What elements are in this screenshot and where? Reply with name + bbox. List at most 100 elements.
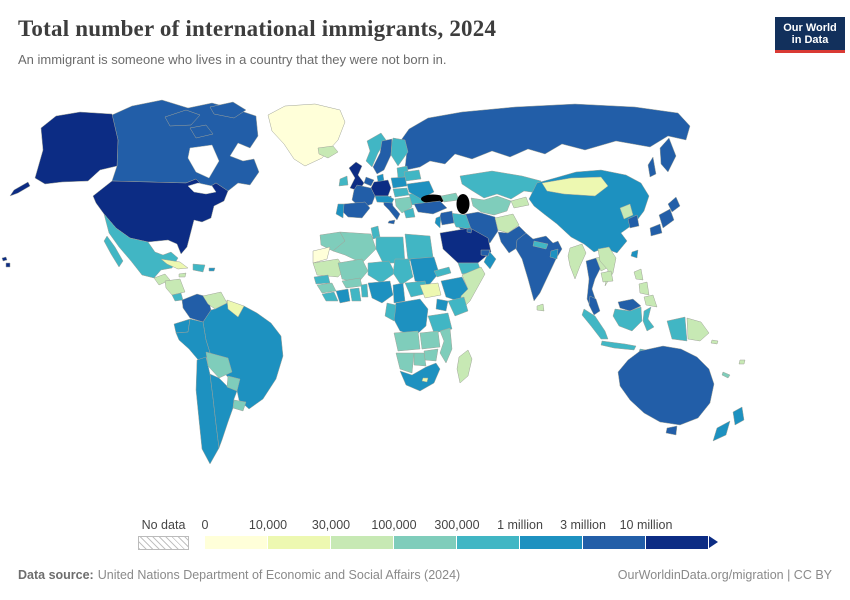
legend-seg-4[interactable]: [457, 536, 520, 549]
country-nepal[interactable]: [532, 240, 549, 250]
country-indonesia-borneo[interactable]: [612, 306, 643, 332]
country-namibia[interactable]: [395, 352, 415, 374]
country-ghana[interactable]: [349, 287, 362, 302]
legend-seg-5[interactable]: [520, 536, 583, 549]
country-turkey[interactable]: [413, 200, 448, 215]
country-philippines-mindanao[interactable]: [643, 294, 658, 308]
country-netherlands-belgium[interactable]: [363, 176, 375, 187]
country-kazakhstan[interactable]: [459, 170, 542, 200]
country-russia-kamchatka[interactable]: [659, 137, 677, 173]
country-togo-benin[interactable]: [360, 283, 369, 298]
country-norway[interactable]: [365, 132, 387, 168]
country-greece[interactable]: [403, 207, 416, 219]
country-madagascar[interactable]: [456, 349, 473, 384]
country-italy-sicily[interactable]: [387, 219, 396, 225]
country-hispaniola[interactable]: [192, 263, 206, 273]
country-taiwan[interactable]: [630, 249, 639, 259]
legend-seg-1[interactable]: [268, 536, 331, 549]
country-cuba[interactable]: [160, 258, 189, 270]
country-mongolia[interactable]: [541, 176, 609, 197]
country-niger[interactable]: [367, 260, 396, 284]
country-kenya[interactable]: [447, 296, 469, 317]
country-paraguay[interactable]: [226, 375, 241, 392]
legend-seg-0[interactable]: [205, 536, 268, 549]
country-belarus[interactable]: [403, 169, 422, 182]
country-north-korea[interactable]: [619, 203, 634, 220]
country-bangladesh[interactable]: [549, 248, 559, 260]
country-honduras-nicaragua[interactable]: [164, 278, 186, 296]
country-ecuador[interactable]: [173, 318, 191, 334]
country-algeria[interactable]: [332, 231, 377, 264]
country-indonesia-sumatra[interactable]: [581, 308, 609, 340]
country-jamaica[interactable]: [178, 272, 187, 278]
legend-seg-6[interactable]: [583, 536, 646, 549]
owid-logo[interactable]: Our World in Data: [775, 17, 845, 53]
legend-seg-7[interactable]: [646, 536, 709, 549]
country-senegal[interactable]: [313, 274, 331, 285]
credit-link[interactable]: OurWorldinData.org/migration | CC BY: [617, 568, 832, 582]
country-philippines-visayas[interactable]: [638, 281, 650, 296]
country-bolivia[interactable]: [205, 351, 233, 379]
country-solomon-islands[interactable]: [710, 339, 719, 345]
country-nigeria[interactable]: [367, 280, 394, 304]
country-egypt[interactable]: [404, 233, 434, 262]
country-peru[interactable]: [175, 318, 212, 363]
country-argentina[interactable]: [209, 373, 238, 449]
legend-no-data-swatch[interactable]: [138, 536, 189, 550]
country-portugal[interactable]: [335, 203, 345, 219]
country-finland[interactable]: [390, 137, 409, 167]
country-greenland[interactable]: [267, 103, 346, 167]
country-australia[interactable]: [617, 345, 715, 426]
country-india[interactable]: [515, 232, 563, 302]
country-kyrgyzstan-tajikistan[interactable]: [510, 196, 530, 209]
country-russia[interactable]: [398, 103, 691, 171]
country-cambodia[interactable]: [600, 270, 614, 283]
country-chad[interactable]: [392, 258, 414, 286]
country-czech-hungary[interactable]: [392, 187, 410, 198]
country-indonesia-sulawesi[interactable]: [642, 306, 655, 332]
country-canada-arctic2[interactable]: [209, 101, 247, 119]
country-guyanas[interactable]: [226, 299, 245, 318]
country-japan-kyushu[interactable]: [649, 223, 663, 237]
country-ivory-coast[interactable]: [335, 288, 351, 304]
country-canada-baffin[interactable]: [189, 124, 214, 139]
country-zambia[interactable]: [419, 330, 441, 350]
country-mozambique[interactable]: [439, 327, 453, 364]
country-malaysia-peninsula[interactable]: [588, 295, 601, 316]
country-angola[interactable]: [393, 330, 421, 352]
country-new-zealand-south[interactable]: [712, 420, 731, 442]
country-zimbabwe[interactable]: [423, 348, 439, 362]
country-sierra-leone-liberia[interactable]: [321, 291, 339, 302]
country-israel[interactable]: [434, 215, 442, 229]
country-south-africa[interactable]: [399, 362, 441, 392]
country-south-korea[interactable]: [627, 214, 640, 229]
country-puerto-rico[interactable]: [208, 267, 216, 272]
country-usa-alaska[interactable]: [34, 111, 119, 185]
country-uzbekistan-turkmenistan[interactable]: [470, 195, 512, 216]
country-japan-hokkaido[interactable]: [667, 196, 681, 213]
country-guatemala[interactable]: [153, 273, 171, 286]
country-philippines-luzon[interactable]: [633, 268, 644, 281]
country-indonesia-papua[interactable]: [666, 316, 688, 342]
country-usa-aleutians[interactable]: [9, 181, 31, 197]
country-venezuela[interactable]: [202, 291, 228, 310]
country-mali[interactable]: [337, 258, 369, 284]
country-kuwait[interactable]: [466, 228, 473, 234]
country-western-sahara[interactable]: [312, 246, 331, 264]
legend-seg-3[interactable]: [394, 536, 457, 549]
country-new-zealand-north[interactable]: [732, 406, 745, 426]
country-papua-new-guinea[interactable]: [686, 317, 710, 342]
country-myanmar[interactable]: [567, 243, 587, 280]
country-fiji[interactable]: [738, 359, 746, 365]
country-japan-honshu[interactable]: [658, 208, 675, 229]
country-ireland[interactable]: [338, 175, 349, 187]
country-russia-sakhalin[interactable]: [647, 156, 657, 178]
country-uae[interactable]: [480, 249, 491, 257]
country-malaysia-borneo[interactable]: [617, 298, 642, 312]
country-jordan[interactable]: [439, 210, 455, 226]
country-switzerland-austria[interactable]: [374, 195, 395, 204]
country-uruguay[interactable]: [232, 399, 247, 412]
country-caucasus[interactable]: [440, 192, 460, 203]
country-canada-arctic1[interactable]: [164, 109, 201, 127]
country-south-sudan[interactable]: [419, 282, 442, 299]
